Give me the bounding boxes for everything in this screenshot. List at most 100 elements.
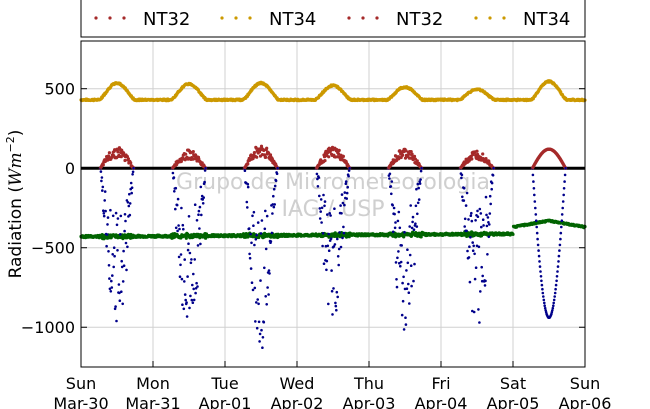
shortwave-down-point — [563, 173, 567, 177]
shortwave-down-point — [409, 204, 413, 207]
shortwave-down-point — [194, 287, 198, 290]
shortwave-down-point — [258, 340, 261, 343]
shortwave-down-point — [533, 200, 537, 203]
legend-entry: NT34 — [220, 9, 316, 30]
shortwave-down-point — [114, 305, 117, 308]
shortwave-down-point — [101, 189, 104, 192]
shortwave-up-point — [265, 146, 269, 150]
shortwave-down-point — [320, 206, 324, 210]
shortwave-down-point — [483, 284, 487, 287]
shortwave-down-point — [562, 193, 565, 197]
shortwave-down-point — [470, 211, 473, 215]
shortwave-down-point — [460, 176, 463, 180]
legend-label: NT34 — [523, 9, 570, 30]
shortwave-down-point — [470, 219, 474, 223]
shortwave-up-point — [415, 159, 419, 163]
shortwave-up-point — [252, 151, 256, 155]
shortwave-down-point — [249, 267, 253, 270]
shortwave-down-point — [486, 253, 489, 256]
shortwave-down-point — [338, 231, 341, 234]
shortwave-down-point — [328, 212, 332, 215]
shortwave-down-point — [315, 172, 319, 176]
shortwave-down-point — [318, 217, 322, 220]
shortwave-down-point — [116, 249, 119, 252]
shortwave-up-point — [179, 159, 183, 163]
shortwave-down-point — [268, 272, 271, 275]
shortwave-up-point — [122, 151, 126, 155]
shortwave-down-point — [122, 264, 126, 268]
shortwave-down-point — [553, 295, 556, 298]
shortwave-down-point — [99, 170, 103, 173]
shortwave-down-point — [492, 166, 495, 170]
shortwave-down-point — [323, 200, 327, 203]
shortwave-down-point — [347, 174, 350, 178]
shortwave-down-point — [337, 247, 341, 251]
shortwave-down-point — [107, 250, 110, 253]
shortwave-down-point — [316, 185, 320, 188]
shortwave-down-point — [249, 232, 252, 236]
shortwave-down-point — [393, 212, 396, 216]
shortwave-down-point — [393, 226, 397, 230]
shortwave-down-point — [410, 284, 413, 288]
shortwave-down-point — [181, 223, 185, 227]
shortwave-down-point — [201, 202, 205, 205]
y-axis: 500 0 −500 −1000 — [21, 80, 585, 337]
shortwave-up-point — [191, 150, 195, 154]
shortwave-down-point — [197, 209, 201, 213]
shortwave-down-point — [554, 287, 557, 291]
shortwave-up-point — [481, 152, 485, 156]
shortwave-down-point — [333, 243, 337, 246]
shortwave-down-point — [334, 301, 337, 305]
shortwave-down-point — [336, 237, 339, 241]
shortwave-down-point — [104, 209, 107, 213]
shortwave-down-point — [263, 227, 267, 231]
shortwave-down-point — [171, 171, 175, 175]
shortwave-up-point — [407, 152, 411, 156]
shortwave-down-point — [183, 258, 186, 261]
shortwave-down-point — [195, 281, 198, 285]
shortwave-down-point — [488, 212, 492, 215]
shortwave-down-point — [119, 233, 122, 236]
shortwave-down-point — [185, 315, 189, 318]
shortwave-down-point — [193, 203, 197, 206]
shortwave-down-point — [402, 328, 406, 331]
shortwave-down-point — [102, 209, 105, 212]
shortwave-down-point — [193, 258, 196, 261]
shortwave-down-point — [344, 182, 348, 185]
shortwave-down-point — [121, 302, 124, 306]
series-layer — [79, 79, 587, 350]
shortwave-down-point — [473, 277, 477, 281]
x-tick-date: Apr-03 — [343, 394, 396, 409]
shortwave-down-point — [264, 295, 268, 298]
shortwave-down-point — [406, 261, 410, 265]
shortwave-down-point — [131, 173, 134, 176]
shortwave-down-point — [247, 227, 251, 230]
shortwave-down-point — [551, 306, 555, 310]
shortwave-down-point — [394, 261, 398, 264]
shortwave-down-point — [395, 285, 399, 289]
legend-label: NT34 — [269, 9, 316, 30]
y-axis-label: Radiation (Wm−2) — [4, 130, 26, 279]
shortwave-down-point — [248, 252, 251, 256]
shortwave-down-point — [317, 176, 321, 179]
shortwave-up-point — [404, 149, 408, 153]
shortwave-down-point — [332, 245, 336, 248]
shortwave-down-point — [559, 231, 563, 235]
shortwave-up-point — [487, 159, 491, 163]
shortwave-down-point — [253, 243, 256, 247]
shortwave-down-point — [198, 227, 201, 230]
shortwave-down-point — [340, 212, 343, 215]
shortwave-down-point — [468, 280, 472, 284]
shortwave-down-point — [460, 173, 464, 177]
shortwave-down-point — [561, 200, 565, 203]
shortwave-down-point — [255, 326, 259, 330]
shortwave-down-point — [188, 251, 192, 255]
shortwave-down-point — [120, 290, 123, 294]
shortwave-down-point — [107, 264, 111, 267]
shortwave-down-point — [322, 193, 325, 197]
shortwave-down-point — [411, 220, 414, 224]
shortwave-down-point — [533, 193, 536, 197]
watermark-text: Grupo de Micrometeorologia — [176, 170, 490, 195]
shortwave-down-point — [476, 209, 479, 213]
shortwave-down-point — [541, 291, 545, 295]
